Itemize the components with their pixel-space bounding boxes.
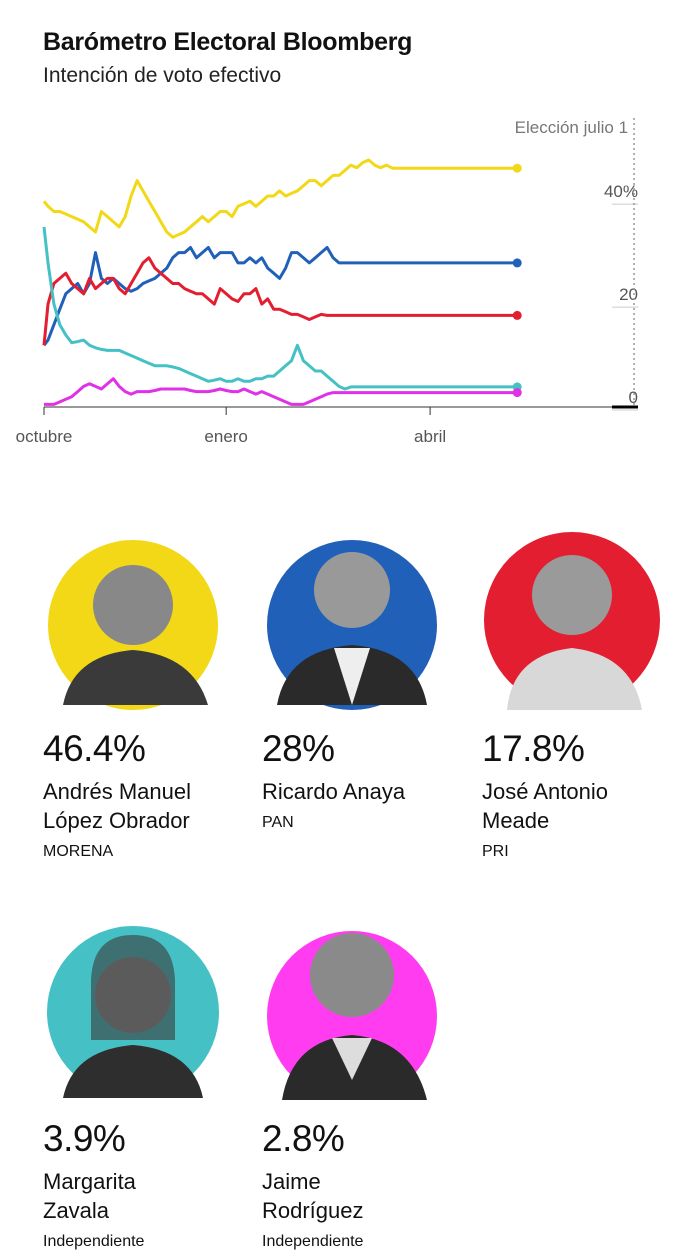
series-end-point bbox=[512, 163, 522, 173]
candidate-percentage: 28% bbox=[262, 728, 335, 769]
candidate-name-line2: López Obrador bbox=[43, 808, 190, 833]
portrait-icon bbox=[48, 540, 218, 710]
chart-title: Barómetro Electoral Bloomberg bbox=[43, 28, 413, 56]
candidate-party: Independiente bbox=[43, 1233, 145, 1250]
portrait-head bbox=[314, 552, 390, 628]
series-end-point bbox=[512, 310, 522, 320]
portrait-shirt bbox=[334, 648, 370, 705]
portrait-icon bbox=[267, 540, 437, 710]
portrait-shirt bbox=[332, 1038, 372, 1080]
candidate-percentage: 17.8% bbox=[482, 728, 585, 769]
candidate-name-line1: Margarita bbox=[43, 1169, 136, 1194]
series-end-point bbox=[512, 258, 522, 268]
candidate-percentage: 46.4% bbox=[43, 728, 146, 769]
portrait-head bbox=[93, 565, 173, 645]
candidate-name-line1: José Antonio bbox=[482, 779, 608, 804]
election-marker-label: Elección julio 1 bbox=[515, 118, 628, 137]
series-line bbox=[42, 246, 518, 347]
series-line bbox=[42, 158, 518, 239]
x-tick-label: enero bbox=[204, 427, 247, 446]
chart-subtitle: Intención de voto efectivo bbox=[43, 64, 282, 87]
portrait-body bbox=[63, 650, 208, 705]
x-tick-label: octubre bbox=[16, 427, 73, 446]
portrait-hair bbox=[91, 935, 175, 1040]
x-tick-label: abril bbox=[414, 427, 446, 446]
portrait-icon bbox=[267, 931, 437, 1100]
series-line bbox=[44, 377, 518, 406]
candidate-name-line1: Ricardo Anaya bbox=[262, 779, 406, 804]
portrait-icon bbox=[47, 926, 219, 1098]
y-tick-label: 40% bbox=[604, 182, 638, 201]
series-line bbox=[42, 256, 518, 346]
candidate-percentage: 3.9% bbox=[43, 1118, 126, 1159]
candidate-name-line1: Jaime bbox=[262, 1169, 321, 1194]
y-tick-label: 0 bbox=[629, 388, 638, 407]
candidate-party: PAN bbox=[262, 814, 294, 831]
portrait-head bbox=[310, 933, 394, 1017]
candidate-party: Independiente bbox=[262, 1233, 364, 1250]
line-chart: 0 20 40% Elección julio 1 octubre enero abril bbox=[16, 118, 638, 446]
portrait-icon bbox=[484, 532, 660, 710]
candidate-percentage: 2.8% bbox=[262, 1118, 345, 1159]
y-tick-label: 20 bbox=[619, 285, 638, 304]
candidate-party: PRI bbox=[482, 843, 509, 860]
candidate-name-line2: Zavala bbox=[43, 1198, 110, 1223]
series-end-point bbox=[512, 388, 522, 398]
candidate-name-line2: Rodríguez bbox=[262, 1198, 364, 1223]
candidate-name-line2: Meade bbox=[482, 808, 550, 833]
candidate-name-line1: Andrés Manuel bbox=[43, 779, 191, 804]
portrait-body bbox=[507, 648, 642, 710]
series-line bbox=[42, 226, 518, 391]
candidate-party: MORENA bbox=[43, 843, 114, 860]
portrait-body bbox=[63, 1045, 203, 1098]
portrait-head bbox=[532, 555, 612, 635]
